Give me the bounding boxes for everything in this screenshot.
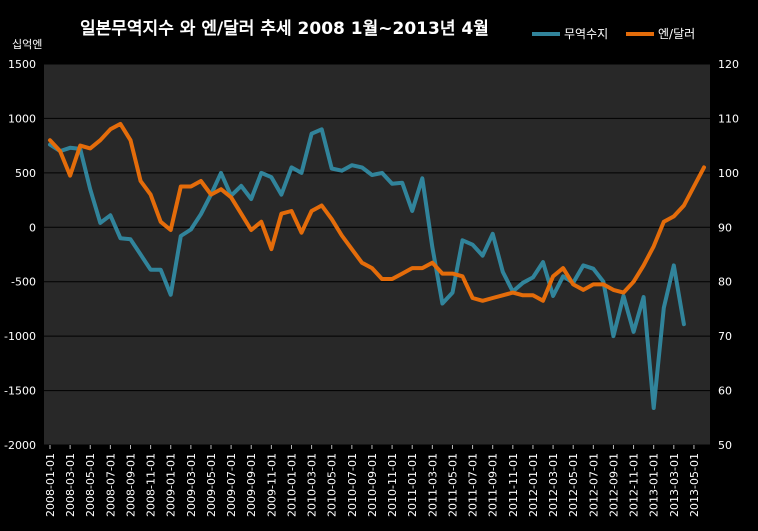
- x-tick-label: 2008-03-01: [64, 453, 77, 517]
- x-tick-label: 2013-01-01: [648, 453, 661, 517]
- y2-tick-label: 60: [718, 385, 732, 398]
- x-tick-label: 2009-03-01: [185, 453, 198, 517]
- x-tick-label: 2012-09-01: [607, 453, 620, 517]
- x-tick-label: 2011-05-01: [446, 453, 459, 517]
- y-tick-label: 1000: [8, 112, 36, 125]
- x-tick-label: 2010-03-01: [306, 453, 319, 517]
- x-tick-label: 2012-03-01: [547, 453, 560, 517]
- x-tick-label: 2008-11-01: [145, 453, 158, 517]
- x-tick-label: 2011-03-01: [426, 453, 439, 517]
- y2-tick-label: 120: [718, 58, 739, 71]
- x-tick-label: 2012-07-01: [587, 453, 600, 517]
- x-tick-label: 2012-01-01: [527, 453, 540, 517]
- x-tick-label: 2008-07-01: [104, 453, 117, 517]
- x-tick-label: 2013-05-01: [688, 453, 701, 517]
- series-line-yen-dollar: [48, 121, 706, 303]
- x-tick-label: 2008-09-01: [124, 453, 137, 517]
- x-tick-label: 2012-05-01: [567, 453, 580, 517]
- x-tick-label: 2010-01-01: [285, 453, 298, 517]
- x-axis: 2008-01-01 2008-03-01 2008-05-01 2008-07-01…: [44, 445, 701, 517]
- x-tick-label: 2009-01-01: [165, 453, 178, 517]
- y-tick-label: -2000: [4, 439, 36, 452]
- series-line-trade-balance: [48, 127, 686, 410]
- y-tick-label: -1500: [4, 385, 36, 398]
- y-tick-label: 500: [15, 167, 36, 180]
- x-tick-label: 2011-11-01: [507, 453, 520, 517]
- x-tick-label: 2013-03-01: [668, 453, 681, 517]
- y-tick-label: 0: [29, 221, 36, 234]
- x-tick-label: 2011-01-01: [406, 453, 419, 517]
- x-tick-label: 2008-01-01: [44, 453, 57, 517]
- y2-tick-label: 50: [718, 439, 732, 452]
- y2-tick-label: 80: [718, 276, 732, 289]
- x-tick-label: 2009-09-01: [245, 453, 258, 517]
- x-tick-label: 2010-09-01: [366, 453, 379, 517]
- y-tick-label: -500: [11, 276, 36, 289]
- x-tick-label: 2008-05-01: [84, 453, 97, 517]
- y2-tick-label: 90: [718, 221, 732, 234]
- x-tick-label: 2010-05-01: [326, 453, 339, 517]
- x-tick-label: 2009-05-01: [205, 453, 218, 517]
- series-lines: [48, 121, 706, 410]
- y-tick-label: 1500: [8, 58, 36, 71]
- x-tick-label: 2011-09-01: [487, 453, 500, 517]
- y2-tick-label: 70: [718, 330, 732, 343]
- x-tick-label: 2012-11-01: [628, 453, 641, 517]
- legend-label: 무역수지: [564, 27, 608, 41]
- left-y-axis: 1500 1000 500 0 -500 -1000 -1500 -2000: [4, 58, 36, 452]
- x-tick-label: 2011-07-01: [467, 453, 480, 517]
- x-tick-label: 2010-07-01: [346, 453, 359, 517]
- legend-label: 엔/달러: [658, 27, 695, 41]
- y-tick-label: -1000: [4, 330, 36, 343]
- x-tick-label: 2010-11-01: [386, 453, 399, 517]
- x-tick-label: 2009-11-01: [265, 453, 278, 517]
- y2-tick-label: 100: [718, 167, 739, 180]
- x-tick-label: 2009-07-01: [225, 453, 238, 517]
- y2-tick-label: 110: [718, 112, 739, 125]
- y-axis-label: 십억엔: [12, 38, 42, 51]
- legend: 무역수지 엔/달러: [532, 27, 695, 41]
- right-y-axis: 120 110 100 90 80 70 60 50: [718, 58, 739, 452]
- plot-area: [44, 64, 710, 445]
- chart-title: 일본무역지수 와 엔/달러 추세 2008 1월~2013년 4월: [80, 18, 489, 39]
